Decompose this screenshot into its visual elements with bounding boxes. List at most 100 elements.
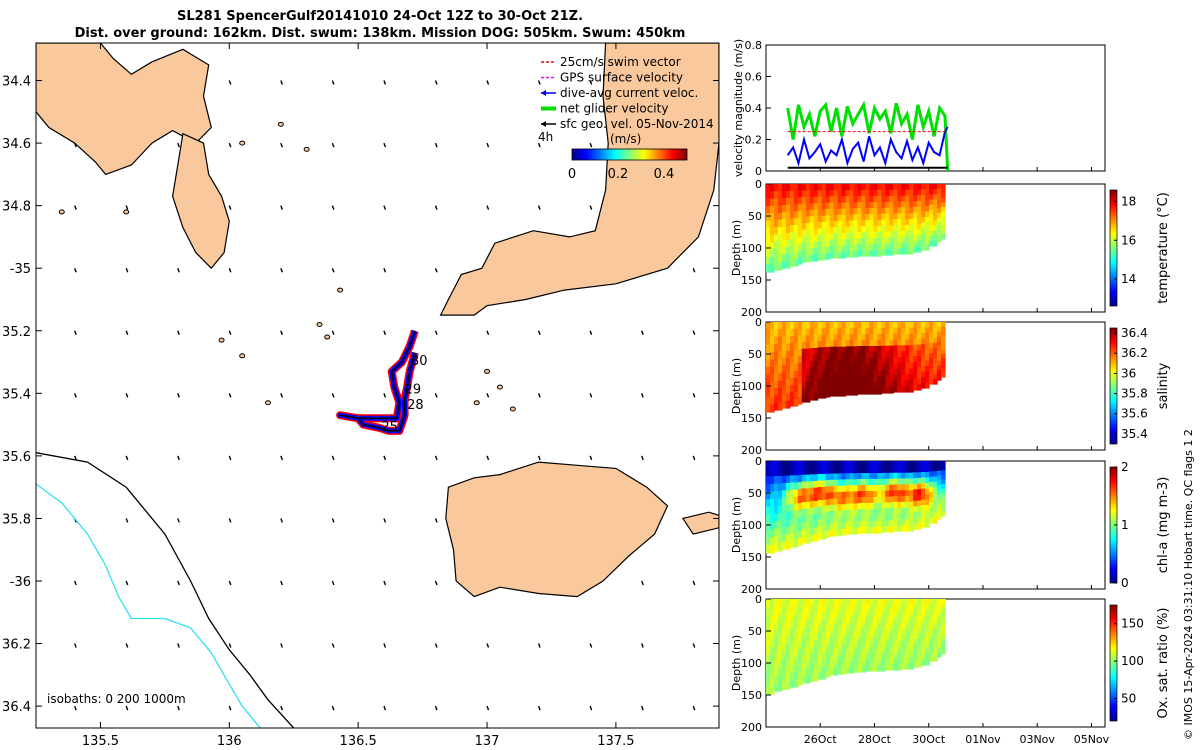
section-cell [893, 646, 898, 653]
section-cell [937, 475, 942, 481]
section-cell [941, 188, 946, 194]
section-cell [813, 341, 819, 349]
section-cell [801, 515, 807, 524]
island [264, 400, 271, 406]
section-cell [785, 519, 791, 528]
section-cell [901, 628, 906, 635]
legend-arrowhead [541, 121, 546, 127]
section-cell [905, 461, 910, 468]
section-cell [841, 383, 847, 391]
section-cell [821, 366, 827, 374]
section-cell [937, 193, 942, 200]
section-cell [805, 474, 811, 483]
section-cell [853, 238, 859, 246]
section-cell [813, 367, 819, 375]
section-cell [766, 374, 771, 383]
section-cell [813, 612, 819, 621]
section-cell [893, 622, 898, 630]
section-cell [885, 640, 890, 647]
section-cell [781, 212, 787, 220]
section-cell [845, 352, 851, 360]
section-cell [845, 202, 851, 209]
section-cell [777, 521, 783, 530]
section-cell [925, 648, 930, 655]
section-cell [793, 399, 799, 407]
section-cell [885, 387, 890, 394]
section-cell [921, 322, 926, 329]
section-cell [789, 468, 795, 476]
section-cell [929, 492, 934, 498]
velocity-vector [125, 518, 129, 523]
section-cell [865, 659, 870, 666]
section-cell [821, 467, 827, 475]
island [277, 121, 284, 127]
section-cell [909, 599, 914, 606]
section-cell [901, 472, 906, 480]
section-cell [873, 220, 878, 227]
section-cell [933, 609, 938, 616]
section-cell [809, 507, 815, 515]
isobath-1000m [36, 483, 261, 728]
section-cell [849, 485, 855, 492]
section-cell [833, 196, 839, 204]
section-cell [873, 370, 878, 377]
section-cell [873, 190, 878, 197]
section-cell [857, 611, 863, 618]
section-cell [901, 368, 906, 376]
section-cell [921, 626, 926, 633]
section-cell [774, 483, 779, 492]
section-cell [941, 461, 946, 467]
section-cell [917, 638, 922, 645]
section-cell [801, 522, 807, 530]
section-cell [817, 184, 823, 191]
section-cell [770, 630, 775, 640]
section-cell [897, 219, 902, 226]
section-cell [937, 365, 942, 371]
section-cell [933, 215, 938, 221]
section-cell [829, 637, 835, 644]
section-cell [829, 359, 835, 366]
section-ytick-label: 200 [741, 306, 762, 319]
section-cell [921, 637, 926, 644]
section-cell [797, 383, 803, 391]
velocity-vector [589, 393, 593, 398]
section-cell [941, 502, 946, 508]
section-cell [893, 599, 898, 606]
section-cell [766, 257, 771, 266]
section-cell [909, 645, 914, 653]
section-cell [766, 337, 771, 346]
section-cell [917, 604, 922, 611]
section-cell [889, 604, 894, 612]
section-cell [770, 491, 775, 500]
section-cell [817, 391, 823, 399]
section-colorbar-tick-label: 16 [1121, 233, 1136, 247]
section-cell [933, 342, 938, 349]
section-cell [885, 249, 890, 256]
section-cell [801, 676, 807, 684]
section-cell [770, 468, 775, 477]
section-cell [841, 617, 847, 625]
section-cell [933, 640, 938, 647]
section-cell [781, 205, 787, 213]
velocity-vector [280, 267, 284, 273]
section-cell [805, 342, 811, 350]
section-cell [929, 461, 934, 467]
section-cell [841, 233, 847, 241]
section-cell [766, 322, 771, 331]
velocity-vector [434, 142, 438, 148]
section-cell [833, 227, 839, 234]
section-cell [821, 532, 827, 540]
velocity-vector [434, 455, 438, 461]
section-cell [789, 650, 795, 659]
section-cell [865, 340, 870, 347]
section-cell [941, 335, 946, 341]
section-cell [781, 226, 787, 234]
velocity-vector [280, 705, 284, 711]
section-cell [865, 653, 870, 660]
section-cell [897, 189, 902, 197]
section-cell [881, 629, 886, 636]
section-cell [770, 530, 775, 539]
section-cell [813, 494, 819, 502]
velocity-vector [125, 330, 129, 336]
section-cell [774, 606, 779, 615]
